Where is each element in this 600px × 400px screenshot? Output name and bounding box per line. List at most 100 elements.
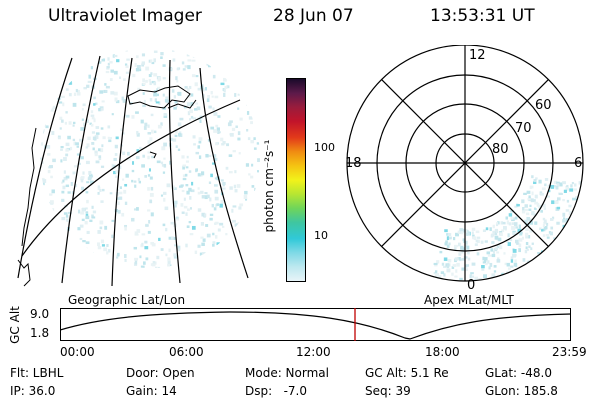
auroral-pixel xyxy=(469,274,473,279)
auroral-pixel xyxy=(505,239,509,243)
emission-pixel xyxy=(89,182,93,186)
auroral-pixel xyxy=(529,204,532,208)
emission-pixel xyxy=(76,145,79,148)
emission-pixel xyxy=(45,270,48,274)
emission-pixel xyxy=(220,137,224,142)
emission-pixel xyxy=(243,195,248,200)
emission-pixel xyxy=(111,219,115,222)
auroral-pixel xyxy=(545,234,550,237)
auroral-pixel xyxy=(487,282,490,285)
emission-pixel xyxy=(51,131,55,136)
emission-pixel xyxy=(182,165,185,170)
emission-pixel xyxy=(163,157,166,160)
auroral-pixel xyxy=(529,198,534,201)
emission-pixel xyxy=(119,186,122,190)
emission-pixel xyxy=(209,197,212,202)
emission-pixel xyxy=(160,161,164,165)
emission-pixel xyxy=(250,140,255,144)
auroral-pixel xyxy=(535,177,538,180)
emission-pixel xyxy=(148,59,152,63)
emission-pixel xyxy=(115,136,119,140)
emission-pixel xyxy=(254,245,258,250)
auroral-pixel xyxy=(492,282,494,286)
emission-pixel xyxy=(201,252,206,255)
auroral-pixel xyxy=(475,230,480,234)
emission-pixel xyxy=(43,196,47,199)
emission-pixel xyxy=(42,106,47,111)
auroral-pixel xyxy=(518,271,522,274)
door-info: Door: Open xyxy=(126,366,195,380)
emission-pixel xyxy=(67,135,71,140)
auroral-pixel xyxy=(555,185,559,190)
auroral-pixel xyxy=(434,270,438,273)
emission-pixel xyxy=(147,132,151,135)
emission-pixel xyxy=(191,225,196,230)
emission-pixel xyxy=(150,113,154,117)
emission-pixel xyxy=(72,59,76,64)
emission-pixel xyxy=(185,212,188,216)
emission-pixel xyxy=(50,208,55,211)
auroral-pixel xyxy=(571,222,575,225)
altitude-ytick-9: 9.0 xyxy=(30,307,50,321)
emission-pixel xyxy=(64,81,69,85)
emission-pixel xyxy=(227,122,232,127)
auroral-pixel xyxy=(582,197,583,200)
emission-pixel xyxy=(237,239,242,242)
auroral-pixel xyxy=(480,240,484,244)
auroral-pixel xyxy=(464,264,468,268)
emission-pixel xyxy=(97,242,100,247)
emission-pixel xyxy=(182,164,187,167)
auroral-pixel xyxy=(568,204,572,208)
auroral-pixel xyxy=(542,203,546,208)
emission-pixel xyxy=(142,104,146,108)
auroral-pixel xyxy=(507,267,511,270)
emission-pixel xyxy=(149,97,153,102)
emission-pixel xyxy=(42,179,47,183)
emission-pixel xyxy=(150,212,154,217)
emission-pixel xyxy=(189,109,193,114)
emission-pixel xyxy=(163,142,168,147)
emission-pixel xyxy=(175,104,178,108)
auroral-pixel xyxy=(542,254,546,259)
emission-pixel xyxy=(41,218,45,222)
emission-pixel xyxy=(134,231,139,235)
emission-pixel xyxy=(102,136,106,140)
emission-pixel xyxy=(79,224,84,228)
emission-pixel xyxy=(259,92,260,96)
emission-pixel xyxy=(240,77,244,81)
auroral-pixel xyxy=(503,252,506,255)
emission-pixel xyxy=(222,265,225,268)
auroral-pixel xyxy=(509,238,513,242)
auroral-pixel xyxy=(476,252,480,256)
emission-pixel xyxy=(73,55,77,59)
auroral-pixel xyxy=(550,185,555,189)
emission-pixel xyxy=(246,97,250,100)
emission-pixel xyxy=(111,163,114,168)
emission-pixel xyxy=(186,102,191,107)
emission-pixel xyxy=(257,207,260,210)
emission-pixel xyxy=(45,125,49,129)
emission-pixel xyxy=(217,131,221,134)
emission-pixel xyxy=(183,205,188,209)
emission-pixel xyxy=(232,219,236,223)
emission-pixel xyxy=(51,246,54,249)
auroral-pixel xyxy=(554,200,559,205)
emission-pixel xyxy=(214,196,219,201)
auroral-pixel xyxy=(521,236,524,240)
emission-pixel xyxy=(75,68,80,72)
emission-pixel xyxy=(81,108,84,111)
emission-pixel xyxy=(164,99,168,103)
auroral-pixel xyxy=(486,251,491,255)
emission-pixel xyxy=(127,157,131,161)
emission-pixel xyxy=(117,201,120,205)
auroral-pixel xyxy=(526,223,530,227)
emission-pixel xyxy=(163,113,167,117)
emission-pixel xyxy=(110,69,115,73)
emission-pixel xyxy=(237,82,242,86)
emission-pixel xyxy=(213,253,217,258)
emission-pixel xyxy=(100,165,105,168)
emission-pixel xyxy=(98,155,102,159)
emission-pixel xyxy=(160,52,164,56)
emission-pixel xyxy=(215,124,219,128)
auroral-pixel xyxy=(530,199,534,203)
